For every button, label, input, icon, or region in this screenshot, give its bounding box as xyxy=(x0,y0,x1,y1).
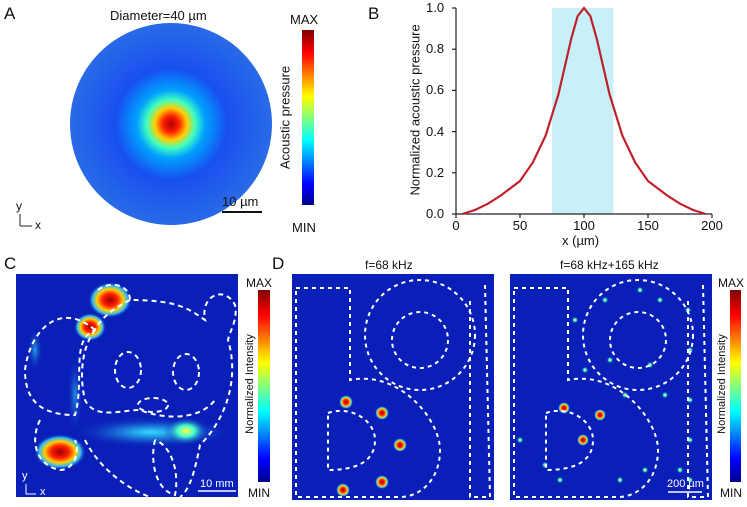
panel-d-right-title: f=68 kHz+165 kHz xyxy=(560,258,659,272)
particle-spot xyxy=(581,366,589,374)
x-tick-label: 100 xyxy=(573,218,595,233)
colorbar-d-min: MIN xyxy=(720,486,742,500)
y-tick-label: 0.6 xyxy=(426,82,445,98)
colorbar-c-max: MAX xyxy=(246,276,273,290)
acoustic-pressure-disc xyxy=(70,23,272,225)
chart-b xyxy=(452,6,713,218)
particle-spot xyxy=(516,436,524,444)
scale-bar-label-c: 10 mm xyxy=(200,478,234,490)
particle-spot xyxy=(375,406,389,420)
particle-spot xyxy=(594,409,606,421)
colorbar-d xyxy=(730,290,741,482)
axis-y-label-a: y xyxy=(16,199,22,213)
colorbar-d-label: Normalized Intensity xyxy=(716,334,728,434)
colorbar-a-min: MIN xyxy=(292,220,316,235)
colorbar-c-label: Normalized Intensity xyxy=(244,334,256,434)
colorbar-a xyxy=(302,30,314,205)
x-tick-label: 0 xyxy=(452,218,460,233)
shaded-region xyxy=(552,8,614,214)
y-axis-label: Normalized acoustic pressure xyxy=(407,24,423,196)
y-tick-label: 0.0 xyxy=(426,206,445,221)
axis-x-label-a: x xyxy=(35,218,41,232)
particle-spot xyxy=(616,476,624,484)
panel-a-title: Diameter=40 µm xyxy=(110,8,207,23)
panda-intensity-map xyxy=(16,274,238,497)
axes-indicator-a xyxy=(19,214,32,227)
y-tick-label: 0.2 xyxy=(426,164,445,180)
particle-spot xyxy=(571,316,579,324)
particle-spot xyxy=(375,475,389,489)
y-tick-label: 0.4 xyxy=(426,123,445,139)
colorbar-c-min: MIN xyxy=(248,486,270,500)
pattern-map-68khz-165khz xyxy=(510,274,712,500)
particle-spot xyxy=(676,466,684,474)
x-tick-label: 50 xyxy=(512,218,528,233)
scale-bar-label-d: 200 µm xyxy=(667,478,704,490)
x-tick-label: 150 xyxy=(637,218,659,233)
particle-spot xyxy=(393,438,407,452)
axis-y-label-c: y xyxy=(22,470,28,482)
colorbar-a-max: MAX xyxy=(290,12,319,27)
colorbar-d-max: MAX xyxy=(718,276,745,290)
panel-label-b: B xyxy=(368,4,380,23)
particle-spot xyxy=(606,356,614,364)
panel-d-left-title: f=68 kHz xyxy=(365,258,413,272)
particle-spot xyxy=(556,476,564,484)
axes-indicator-c xyxy=(25,484,36,495)
x-tick-label: 200 xyxy=(701,218,723,233)
colorbar-a-label: Acoustic pressure xyxy=(277,65,293,170)
pressure-curve xyxy=(462,6,706,216)
x-axis-label: x (µm) xyxy=(562,233,600,248)
particle-spot xyxy=(577,434,589,446)
axis-x-label-c: x xyxy=(40,486,46,498)
panel-label-d: D xyxy=(272,254,285,273)
scale-bar-label-a: 10 µm xyxy=(222,194,259,209)
particle-spot xyxy=(558,402,570,414)
y-tick-label: 1.0 xyxy=(426,0,445,15)
panel-label-a: A xyxy=(4,4,16,23)
colorbar-c xyxy=(258,290,270,482)
particle-spot xyxy=(646,361,654,369)
y-tick-label: 0.8 xyxy=(426,41,445,57)
particle-spot xyxy=(636,286,644,294)
particle-spot xyxy=(336,483,350,497)
pattern-map-68khz xyxy=(292,274,494,500)
panel-label-c: C xyxy=(4,254,17,273)
particle-spot xyxy=(661,391,669,399)
particle-spot xyxy=(641,466,649,474)
particle-spot xyxy=(339,395,353,409)
particle-spot xyxy=(656,296,664,304)
particle-spot xyxy=(601,296,609,304)
